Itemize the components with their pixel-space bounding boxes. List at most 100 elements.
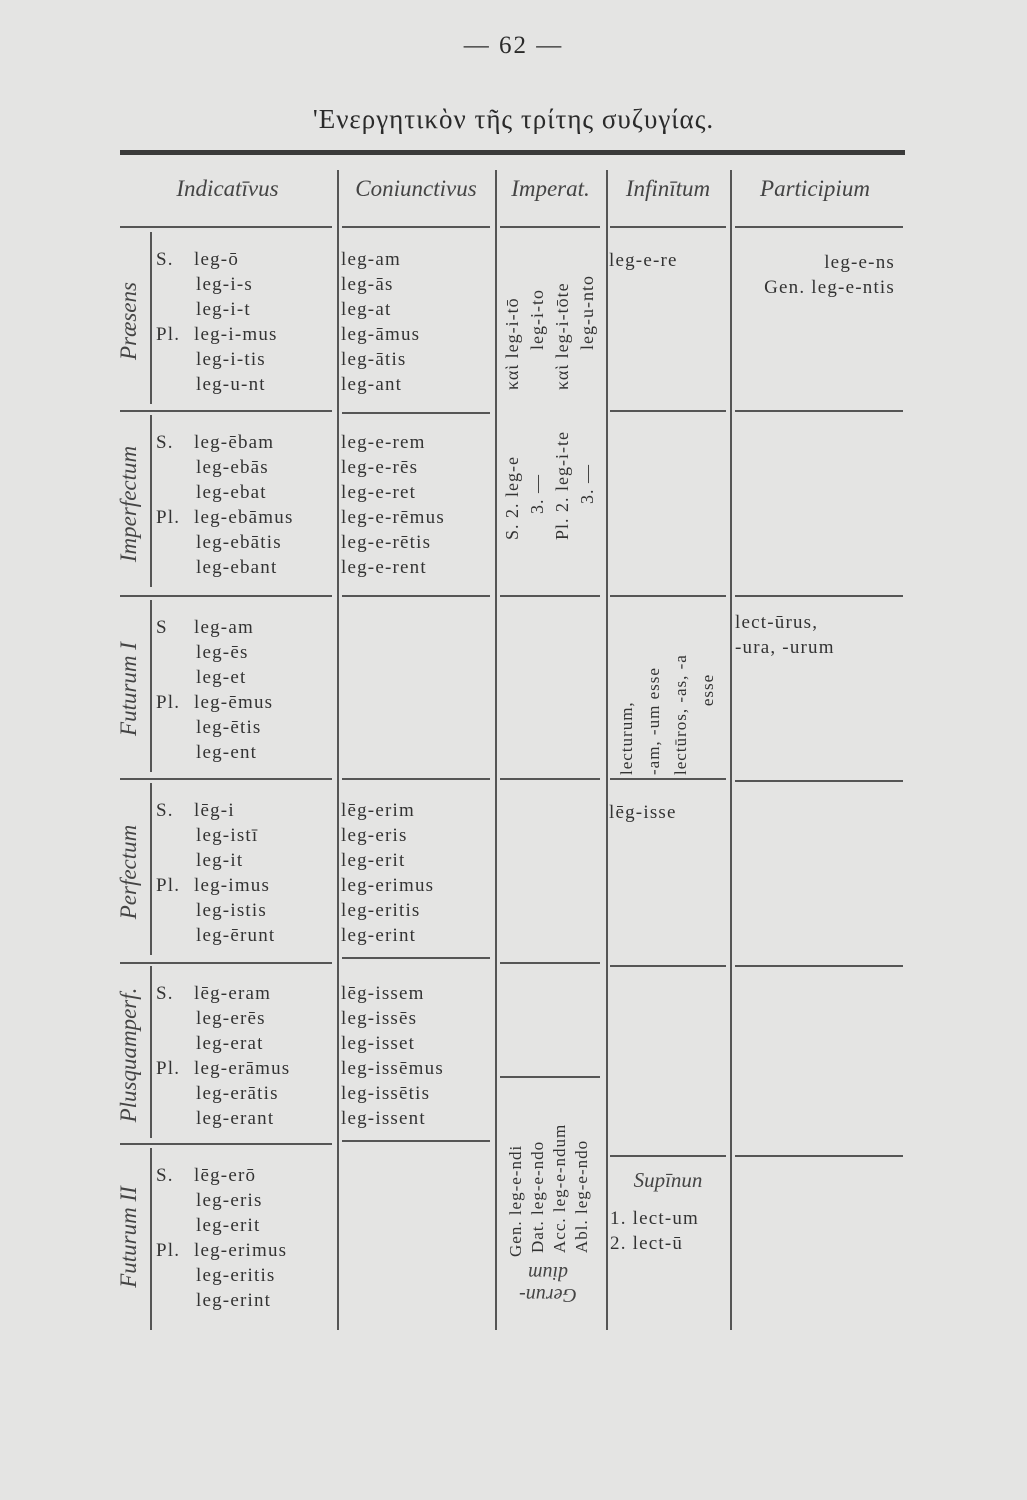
number-label: S.: [156, 249, 174, 270]
number-label: S.: [156, 1165, 174, 1186]
column-divider: [730, 170, 732, 1330]
number-label: Pl.: [156, 507, 181, 528]
row-rule: [610, 595, 726, 597]
row-rule: [735, 1155, 903, 1157]
indicative-form: leg-ētis: [196, 717, 262, 738]
indicative-form: leg-u-nt: [196, 374, 266, 395]
participle-line: Gen. leg-e-ntis: [764, 277, 895, 298]
row-rule: [342, 778, 490, 780]
tense-divider: [150, 415, 152, 587]
row-rule: [120, 962, 332, 964]
indicative-form: leg-istī: [196, 825, 259, 846]
row-rule: [120, 410, 332, 412]
column-divider: [495, 170, 497, 1330]
row-rule: [342, 957, 490, 959]
row-rule: [610, 1155, 726, 1157]
supinum-label: Supīnun: [633, 1168, 703, 1192]
subjunctive-form: leg-issētis: [341, 1083, 431, 1104]
indicative-form: leg-am: [194, 617, 254, 638]
tense-label: Plusquamperf.: [116, 987, 141, 1123]
number-label: S.: [156, 800, 174, 821]
imperative-form: καὶ leg-i-tōte: [552, 282, 572, 390]
row-rule: [342, 226, 490, 228]
row-rule: [735, 226, 903, 228]
row-rule: [500, 962, 600, 964]
subjunctive-form: leg-ātis: [341, 349, 407, 370]
indicative-form: leg-erit: [196, 1215, 261, 1236]
row-rule: [120, 778, 332, 780]
participle-line: lect-ūrus,: [735, 612, 819, 633]
tense-divider: [150, 966, 152, 1138]
imperative-line: Pl. 2. leg-i-te καὶ leg-i-tōte: [550, 230, 575, 540]
indicative-form: leg-i-t: [196, 299, 251, 320]
indicative-form: leg-ērunt: [196, 925, 276, 946]
number-label: S.: [156, 432, 174, 453]
tense-divider: [150, 1148, 152, 1330]
subjunctive-form: leg-e-rēs: [341, 457, 419, 478]
header-infinitive: Infinītum: [625, 176, 711, 201]
row-rule: [500, 778, 600, 780]
number-label: Pl.: [156, 1058, 181, 1079]
tense-divider: [150, 232, 152, 404]
tense-label: Perfectum: [116, 824, 141, 920]
indicative-form: lēg-eram: [194, 983, 272, 1004]
number-label: Pl.: [156, 875, 181, 896]
row-rule: [735, 780, 903, 782]
row-rule: [735, 595, 903, 597]
imperative-form: Pl. 2. leg-i-te: [552, 431, 572, 540]
row-rule: [500, 1076, 600, 1078]
row-rule: [610, 410, 726, 412]
imperative-form: 3. —: [577, 464, 597, 504]
subjunctive-form: leg-e-rētis: [341, 532, 432, 553]
indicative-form: lēg-i: [194, 800, 235, 821]
subjunctive-form: leg-issent: [341, 1108, 426, 1129]
subjunctive-form: leg-erimus: [341, 875, 435, 896]
subjunctive-form: leg-e-rem: [341, 432, 426, 453]
gerundium-form: Abl. leg-e-ndo: [572, 1139, 591, 1253]
participle-present: leg-e-ns Gen. leg-e-ntis: [733, 250, 895, 300]
row-rule: [610, 965, 726, 967]
header-subjunctive: Coniunctivus: [355, 176, 477, 201]
number-label: S: [156, 617, 168, 638]
imperative-form: καὶ leg-i-tō: [502, 297, 522, 390]
tense-divider: [150, 600, 152, 772]
row-rule: [342, 412, 490, 414]
subjunctive-form: leg-e-rent: [341, 557, 427, 578]
gerundium-forms: Gen. leg-e-ndi Dat. leg-e-ndo Acc. leg-e…: [505, 1077, 595, 1257]
imperative-line: 3. — leg-u-nto: [575, 230, 600, 540]
column-divider: [337, 170, 339, 1330]
participle-line: leg-e-ns: [824, 252, 895, 273]
header-participle: Participium: [760, 176, 870, 201]
indicative-form: leg-eris: [196, 1190, 263, 1211]
participle-line: -ura, -urum: [735, 637, 835, 658]
row-rule: [500, 226, 600, 228]
indicative-form: leg-ēs: [196, 642, 249, 663]
indicative-form: leg-et: [196, 667, 247, 688]
page-title: 'Ενεργητικὸν τῆς τρίτης συζυγίας.: [312, 104, 715, 134]
subjunctive-form: leg-eritis: [341, 900, 421, 921]
imperative-form: S. 2. leg-e: [502, 456, 522, 540]
indicative-form: leg-ebātis: [196, 532, 282, 553]
imperative-form: leg-i-to: [527, 289, 547, 350]
indicative-form: leg-ebās: [196, 457, 269, 478]
indicative-form: leg-imus: [194, 875, 271, 896]
supinum-form: 2. lect-ū: [610, 1233, 684, 1254]
indicative-form: leg-erimus: [194, 1240, 288, 1261]
indicative-form: leg-erint: [196, 1290, 272, 1311]
gerundium-form: Acc. leg-e-ndum: [550, 1123, 569, 1253]
infinitive-future-line: lectūros, -as, -a: [671, 654, 690, 775]
page-number: — 62 —: [463, 32, 564, 59]
indicative-form: leg-ēbam: [194, 432, 275, 453]
supinum-forms: 1. lect-um 2. lect-ū: [610, 1206, 699, 1256]
indicative-form: leg-i-s: [196, 274, 253, 295]
imperative-line: S. 2. leg-e καὶ leg-i-tō: [500, 230, 525, 540]
gerundium-form: Dat. leg-e-ndo: [528, 1140, 547, 1253]
tense-divider: [150, 783, 152, 955]
subjunctive-form: leg-ant: [341, 374, 403, 395]
subjunctive-form: leg-issēs: [341, 1008, 418, 1029]
column-divider: [606, 170, 608, 1330]
subjunctive-form: leg-isset: [341, 1033, 416, 1054]
header-indicative: Indicatīvus: [176, 176, 279, 201]
indicative-form: leg-ent: [196, 742, 258, 763]
row-rule: [342, 595, 490, 597]
